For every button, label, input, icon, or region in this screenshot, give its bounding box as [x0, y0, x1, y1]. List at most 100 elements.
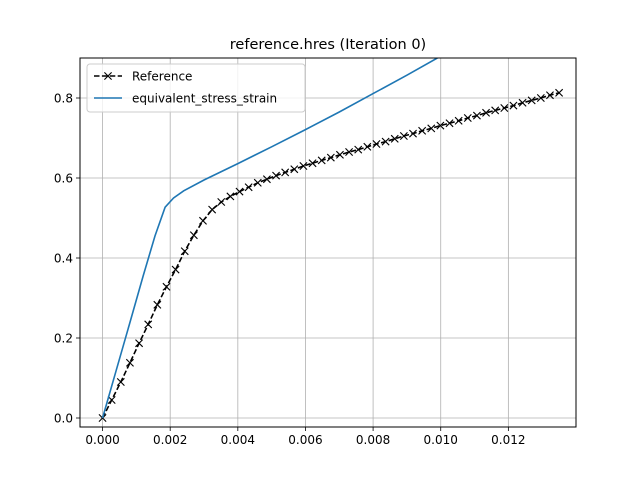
- series-marker: [272, 171, 281, 180]
- marker-stroke: [217, 198, 226, 206]
- marker-stroke: [472, 111, 481, 120]
- marker-stroke: [518, 98, 527, 107]
- series-marker: [518, 98, 527, 107]
- series-marker: [482, 108, 491, 117]
- marker-stroke: [180, 247, 189, 256]
- marker-stroke: [281, 168, 290, 177]
- series-marker: [125, 358, 134, 367]
- series-line-1: [101, 58, 438, 419]
- y-tick-label: 0.4: [54, 252, 73, 266]
- marker-stroke: [244, 183, 253, 192]
- series-marker: [162, 282, 171, 291]
- series-marker: [98, 414, 107, 422]
- series-marker: [208, 205, 217, 214]
- series-marker: [527, 96, 536, 105]
- marker-stroke: [555, 88, 564, 97]
- marker-stroke: [399, 132, 408, 140]
- x-tick-label: 0.010: [424, 433, 458, 447]
- marker-stroke: [125, 358, 134, 367]
- marker-stroke: [153, 300, 162, 309]
- marker-stroke: [189, 231, 198, 240]
- chart-title: reference.hres (Iteration 0): [230, 37, 426, 53]
- marker-stroke: [390, 134, 399, 143]
- series-marker: [381, 137, 390, 146]
- marker-stroke: [536, 94, 545, 102]
- series-marker: [299, 162, 308, 170]
- series-marker: [135, 339, 144, 348]
- series-marker: [199, 216, 207, 225]
- series-marker: [545, 91, 554, 100]
- series-marker: [253, 178, 262, 187]
- series-marker: [308, 159, 317, 168]
- marker-stroke: [335, 150, 344, 159]
- series-marker: [372, 140, 381, 148]
- series-marker: [189, 231, 198, 240]
- y-tick-label: 0.6: [54, 172, 73, 186]
- series-marker: [427, 124, 436, 133]
- marker-stroke: [436, 121, 445, 130]
- marker-stroke: [427, 124, 436, 133]
- plot-frame: [79, 57, 577, 428]
- series-marker: [144, 320, 153, 329]
- series-marker: [536, 94, 545, 102]
- marker-stroke: [226, 192, 235, 201]
- series-marker: [326, 153, 335, 162]
- marker-stroke: [482, 108, 491, 117]
- x-tick-label: 0.006: [288, 433, 322, 447]
- series-marker: [317, 156, 326, 165]
- grid: [80, 58, 576, 427]
- marker-stroke: [418, 126, 427, 135]
- legend-swatch-marker: [104, 72, 112, 80]
- series-marker: [290, 165, 299, 174]
- marker-stroke: [463, 114, 472, 122]
- marker-stroke: [500, 104, 509, 112]
- marker-stroke: [491, 106, 500, 115]
- series-marker: [509, 101, 518, 110]
- series-group: [98, 58, 564, 422]
- series-marker: [226, 192, 235, 201]
- series-marker: [116, 378, 125, 386]
- series-marker: [345, 148, 354, 156]
- legend-label: Reference: [132, 70, 192, 84]
- series-marker: [445, 119, 454, 128]
- marker-stroke: [98, 414, 107, 422]
- marker-stroke: [445, 119, 454, 128]
- x-tick-label: 0.004: [221, 433, 255, 447]
- plot-area: [98, 58, 564, 422]
- series-marker: [107, 396, 116, 404]
- series-line-0: [101, 92, 560, 419]
- marker-stroke: [272, 171, 281, 180]
- series-marker: [555, 88, 564, 97]
- y-tick-label: 0.8: [54, 92, 73, 106]
- marker-stroke: [326, 153, 335, 162]
- marker-stroke: [509, 101, 518, 110]
- marker-stroke: [409, 129, 417, 138]
- series-marker: [463, 114, 472, 122]
- x-tick-label: 0.012: [491, 433, 525, 447]
- marker-stroke: [363, 142, 372, 151]
- marker-stroke: [345, 148, 354, 156]
- marker-stroke: [144, 320, 153, 329]
- x-tick-label: 0.002: [153, 433, 187, 447]
- marker-stroke: [527, 96, 536, 105]
- series-marker: [472, 111, 481, 120]
- marker-stroke: [253, 178, 262, 187]
- marker-stroke: [372, 140, 381, 148]
- marker-stroke: [308, 159, 317, 168]
- axes: 0.000 0.002 0.004 0.006 0.008 0.010 0.012 0.0 0.…: [54, 92, 526, 448]
- y-tick-label: 0.0: [54, 412, 73, 426]
- marker-stroke: [199, 216, 207, 225]
- series-marker: [363, 142, 372, 151]
- series-marker: [153, 300, 162, 309]
- series-marker: [281, 168, 290, 177]
- x-tick-label: 0.008: [356, 433, 390, 447]
- series-marker: [491, 106, 500, 115]
- y-tick-label: 0.2: [54, 332, 73, 346]
- marker-stroke: [107, 396, 116, 404]
- series-marker: [335, 150, 344, 159]
- marker-stroke: [135, 339, 144, 348]
- series-marker: [217, 198, 226, 206]
- series-marker: [454, 116, 463, 125]
- marker-stroke: [299, 162, 308, 170]
